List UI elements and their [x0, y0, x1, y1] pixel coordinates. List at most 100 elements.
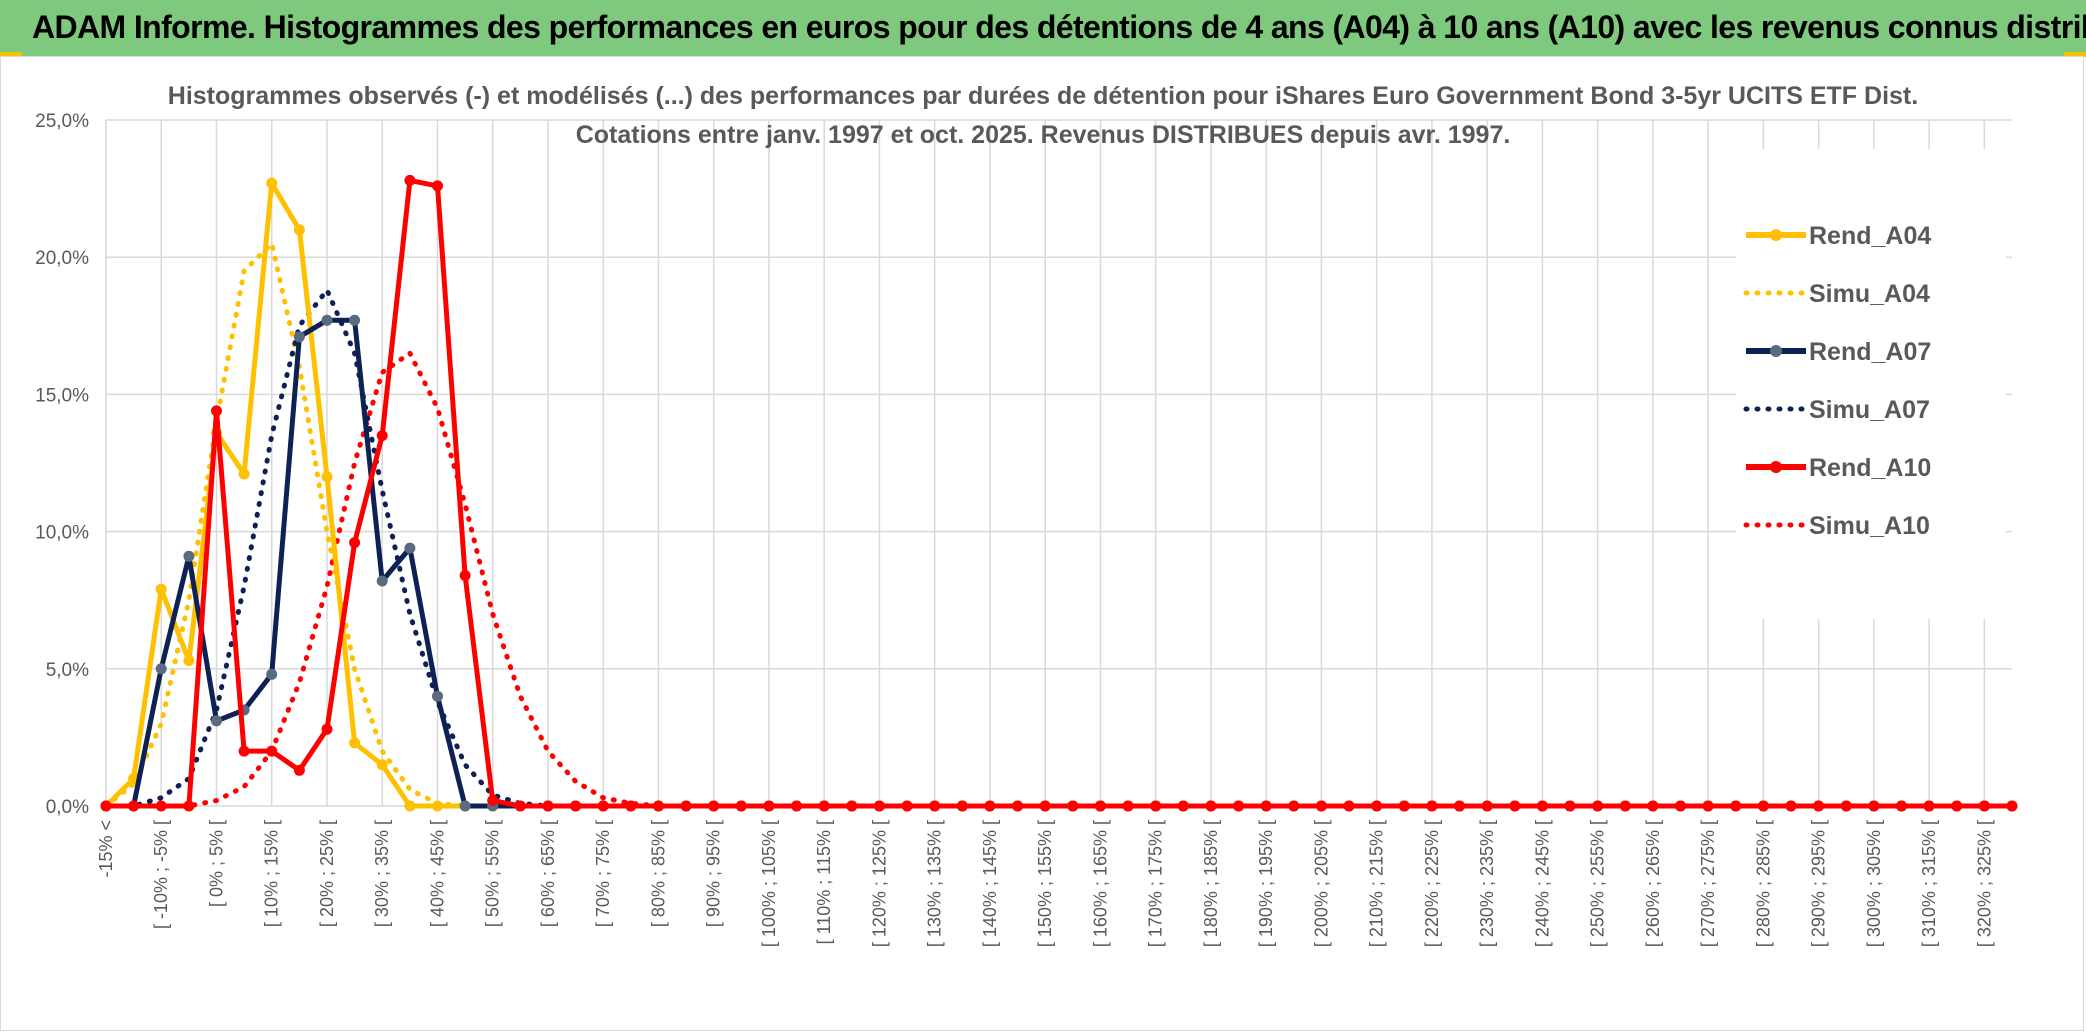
x-tick-label: [ 130% ; 135% [	[925, 820, 945, 947]
legend-item-simu_a10: Simu_A10	[1743, 512, 1930, 540]
series-simu_a10	[103, 349, 2015, 809]
data-point	[984, 800, 996, 812]
x-tick-label: [ 110% ; 115% [	[814, 820, 834, 944]
data-point	[459, 570, 471, 581]
data-point	[1923, 800, 1935, 812]
data-point	[1481, 800, 1493, 812]
data-point	[1398, 800, 1410, 812]
data-point	[128, 800, 140, 812]
data-point	[211, 405, 222, 417]
data-point	[929, 800, 941, 812]
legend-item-rend_a10: Rend_A10	[1746, 454, 1931, 482]
data-point	[293, 764, 305, 776]
data-point	[1343, 800, 1355, 812]
y-tick-label: 15,0%	[35, 385, 89, 406]
data-point	[183, 655, 195, 667]
data-point	[956, 800, 968, 812]
data-point	[653, 800, 664, 812]
data-point	[2006, 800, 2018, 812]
series-layer	[100, 174, 2018, 812]
data-point	[1647, 800, 1659, 812]
x-tick-label: [ 180% ; 185% [	[1201, 820, 1221, 947]
series-rend_a10	[100, 174, 2018, 812]
y-tick-label: 10,0%	[35, 523, 89, 544]
data-point	[1260, 800, 1272, 812]
data-point	[1426, 800, 1438, 812]
legend-label: Rend_A10	[1809, 454, 1931, 482]
legend-marker	[1770, 345, 1782, 357]
data-point	[1012, 800, 1024, 812]
legend-item-rend_a07: Rend_A07	[1746, 338, 1931, 366]
series-rend_a04	[100, 177, 2018, 812]
data-point	[293, 224, 305, 236]
data-point	[1536, 800, 1548, 812]
series-line	[106, 177, 2012, 809]
x-tick-label: [ 260% ; 265% [	[1643, 820, 1663, 947]
x-tick-label: [ 80% ; 85% [	[648, 820, 668, 927]
x-tick-label: [ 40% ; 45% [	[427, 820, 447, 927]
report-title: ADAM Informe. Histogrammes des performan…	[32, 9, 2086, 45]
x-tick-label: [ 60% ; 65% [	[538, 820, 558, 927]
data-point	[1371, 800, 1383, 812]
corner-accent-right	[2064, 52, 2086, 57]
data-point	[321, 314, 333, 326]
data-point	[211, 715, 222, 727]
legend-item-rend_a04: Rend_A04	[1746, 222, 1931, 250]
data-point	[542, 800, 554, 812]
data-point	[487, 795, 499, 806]
data-point	[155, 663, 167, 675]
x-tick-label: [ 320% ; 325% [	[1974, 820, 1994, 947]
y-tick-label: 0,0%	[46, 797, 89, 818]
legend-marker	[1770, 229, 1782, 241]
data-point	[183, 800, 195, 812]
x-tick-label: [ 190% ; 195% [	[1256, 820, 1276, 947]
x-tick-label: [ 170% ; 175% [	[1146, 820, 1166, 947]
data-point	[1675, 800, 1686, 812]
data-point	[266, 177, 278, 189]
x-tick-label: [ 70% ; 75% [	[593, 820, 613, 927]
legend-label: Rend_A04	[1809, 222, 1931, 250]
data-point	[321, 471, 333, 483]
data-point	[100, 800, 112, 812]
data-point	[708, 800, 720, 812]
data-point	[1730, 800, 1742, 812]
y-axis-ticks: 0,0% 5,0% 10,0% 15,0% 20,0% 25,0%	[35, 111, 89, 818]
x-tick-label: [ 160% ; 165% [	[1090, 820, 1110, 947]
data-point	[459, 800, 471, 812]
data-point	[376, 575, 388, 587]
data-point	[404, 800, 416, 812]
data-point	[376, 759, 388, 771]
x-tick-label: [ 300% ; 305% [	[1864, 820, 1884, 947]
x-tick-label: [ 270% ; 275% [	[1698, 820, 1718, 947]
data-point	[1619, 800, 1631, 812]
legend: Rend_A04 Simu_A04 Rend_A07 Simu_A07 Rend_A10…	[1736, 149, 2006, 619]
data-point	[1757, 800, 1769, 812]
x-tick-label: -15% <	[96, 820, 116, 878]
data-point	[432, 690, 443, 702]
data-point	[238, 468, 250, 480]
data-point	[625, 800, 637, 812]
data-point	[763, 800, 775, 812]
y-tick-label: 25,0%	[35, 111, 89, 132]
data-point	[1205, 800, 1217, 812]
data-point	[846, 800, 858, 812]
data-point	[155, 800, 167, 812]
legend-item-simu_a04: Simu_A04	[1743, 280, 1930, 308]
data-point	[1702, 800, 1714, 812]
data-point	[155, 583, 167, 595]
data-point	[1564, 800, 1576, 812]
x-tick-label: [ 20% ; 25% [	[317, 820, 337, 927]
data-point	[1785, 800, 1797, 812]
data-point	[901, 800, 913, 812]
data-point	[349, 737, 361, 749]
data-point	[238, 745, 250, 757]
x-tick-label: [ 120% ; 125% [	[869, 820, 889, 947]
x-tick-label: [ 50% ; 55% [	[483, 820, 503, 927]
data-point	[266, 745, 278, 757]
data-point	[791, 800, 803, 812]
data-point	[680, 800, 692, 812]
data-point	[1813, 800, 1825, 812]
y-tick-label: 5,0%	[46, 660, 89, 681]
data-point	[735, 800, 747, 812]
data-point	[183, 550, 195, 562]
